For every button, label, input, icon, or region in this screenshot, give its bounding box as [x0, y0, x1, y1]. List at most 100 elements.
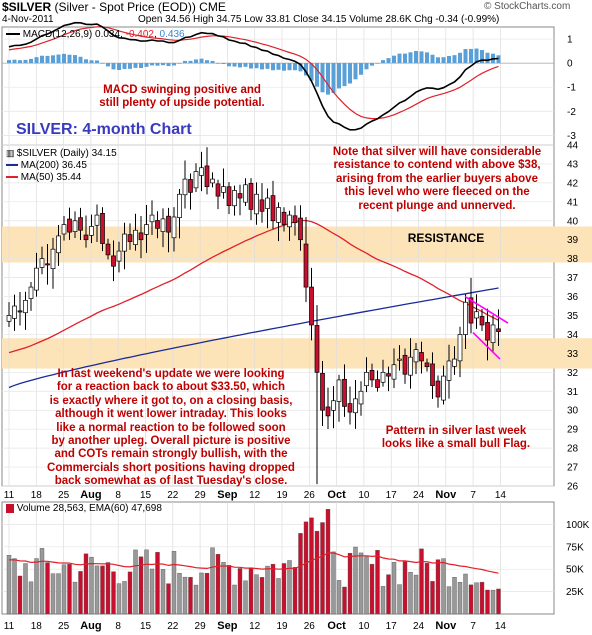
candle: [342, 378, 347, 407]
macd-histogram-bar: [12, 59, 17, 64]
macd-histogram-bar: [128, 63, 132, 69]
candle: [67, 218, 72, 233]
macd-histogram-bar: [403, 53, 407, 64]
candle: [171, 216, 177, 239]
macd-histogram-bar: [425, 52, 429, 64]
macd-histogram-bar: [474, 48, 479, 64]
macd-histogram-bar: [89, 60, 94, 64]
volume-bar: [292, 567, 298, 615]
price-tick-label: 28: [567, 444, 579, 455]
macd-histogram-bar: [452, 55, 457, 64]
x-tick-label: 12: [249, 490, 261, 501]
price-tick-label: 39: [567, 235, 579, 246]
macd-histogram-bar: [111, 63, 116, 70]
price-tick-label: 30: [567, 406, 579, 417]
candle: [430, 363, 435, 386]
macd-histogram-bar: [331, 63, 336, 93]
volume-bar: [441, 558, 446, 615]
volume-bar: [155, 552, 160, 615]
macd-histogram-bar: [144, 63, 149, 67]
candle: [386, 373, 391, 377]
candle: [105, 243, 111, 256]
candle: [111, 255, 116, 267]
volume-bar: [111, 571, 116, 615]
macd-histogram-bar: [243, 63, 248, 67]
candle: [309, 286, 314, 326]
volume-bar: [281, 563, 287, 615]
candle: [254, 193, 259, 215]
candle: [61, 224, 67, 235]
candle: [39, 258, 45, 268]
macd-histogram-bar: [227, 63, 231, 67]
candle: [298, 217, 303, 241]
candle: [199, 167, 204, 176]
macd-histogram-bar: [436, 57, 440, 64]
macd-histogram-bar: [293, 63, 297, 71]
x-tick-label-bottom: 19: [276, 621, 288, 632]
volume-bar: [254, 574, 259, 615]
macd-histogram-bar: [150, 63, 154, 66]
volume-tick-label: 50K: [566, 565, 584, 576]
candle: [232, 190, 237, 207]
macd-histogram-bar: [7, 60, 11, 64]
candle: [331, 400, 336, 411]
macd-legend-icon: [6, 33, 20, 36]
x-tick-label: 22: [167, 490, 179, 501]
macd-histogram-bar: [397, 53, 402, 64]
volume-bar: [358, 552, 364, 615]
volume-bar: [380, 586, 386, 615]
macd-histogram-bar: [419, 51, 424, 64]
candle: [380, 371, 386, 383]
candle: [133, 229, 138, 245]
volume-bar: [12, 558, 17, 615]
volume-bar: [78, 571, 83, 615]
macd-hist-value: 0.436: [159, 29, 185, 40]
volume-bar: [265, 565, 270, 615]
price-tick-label: 38: [567, 254, 579, 265]
macd-tick-label: -1: [567, 83, 576, 94]
macd-histogram-bar: [34, 57, 39, 64]
macd-histogram-bar: [216, 63, 220, 64]
candle: [479, 316, 485, 326]
candle: [424, 362, 430, 368]
volume-bar: [309, 517, 314, 615]
candle: [248, 183, 254, 210]
x-tick-label: 24: [413, 490, 425, 501]
candle: [474, 311, 479, 319]
candle: [485, 322, 490, 341]
volume-bar: [364, 556, 369, 615]
macd-histogram-bar: [106, 63, 110, 67]
x-tick-label: 29: [195, 490, 207, 501]
macd-histogram-bar: [188, 60, 193, 64]
candle: [28, 286, 34, 299]
macd-histogram-bar: [430, 54, 435, 64]
volume-bar: [39, 548, 45, 615]
macd-histogram-bar: [161, 63, 165, 66]
candle: [402, 354, 408, 375]
ma50-legend-icon: [6, 176, 18, 179]
candle: [226, 186, 232, 206]
volume-label: Volume 28,563, EMA(60) 47,698: [16, 503, 162, 514]
candle: [320, 372, 325, 411]
volume-bar: [298, 533, 303, 615]
volume-bar: [496, 588, 501, 615]
volume-bar: [171, 551, 177, 615]
volume-bar: [6, 555, 12, 615]
candle: [336, 379, 342, 402]
candle: [490, 324, 496, 344]
price-tick-label: 44: [567, 141, 579, 152]
macd-histogram-bar: [29, 58, 33, 64]
volume-bar: [320, 522, 325, 615]
candle: [259, 199, 265, 212]
price-tick-label: 31: [567, 387, 579, 398]
volume-bar: [342, 586, 347, 615]
ma50-label: MA(50) 35.44: [20, 172, 82, 183]
candle: [94, 214, 100, 226]
x-tick-label-bottom: 29: [195, 621, 207, 632]
macd-histogram-bar: [51, 55, 55, 64]
macd-histogram-bar: [199, 58, 204, 64]
x-tick-label-bottom: Nov: [435, 620, 457, 632]
volume-bar: [61, 564, 67, 615]
candle: [457, 334, 463, 362]
